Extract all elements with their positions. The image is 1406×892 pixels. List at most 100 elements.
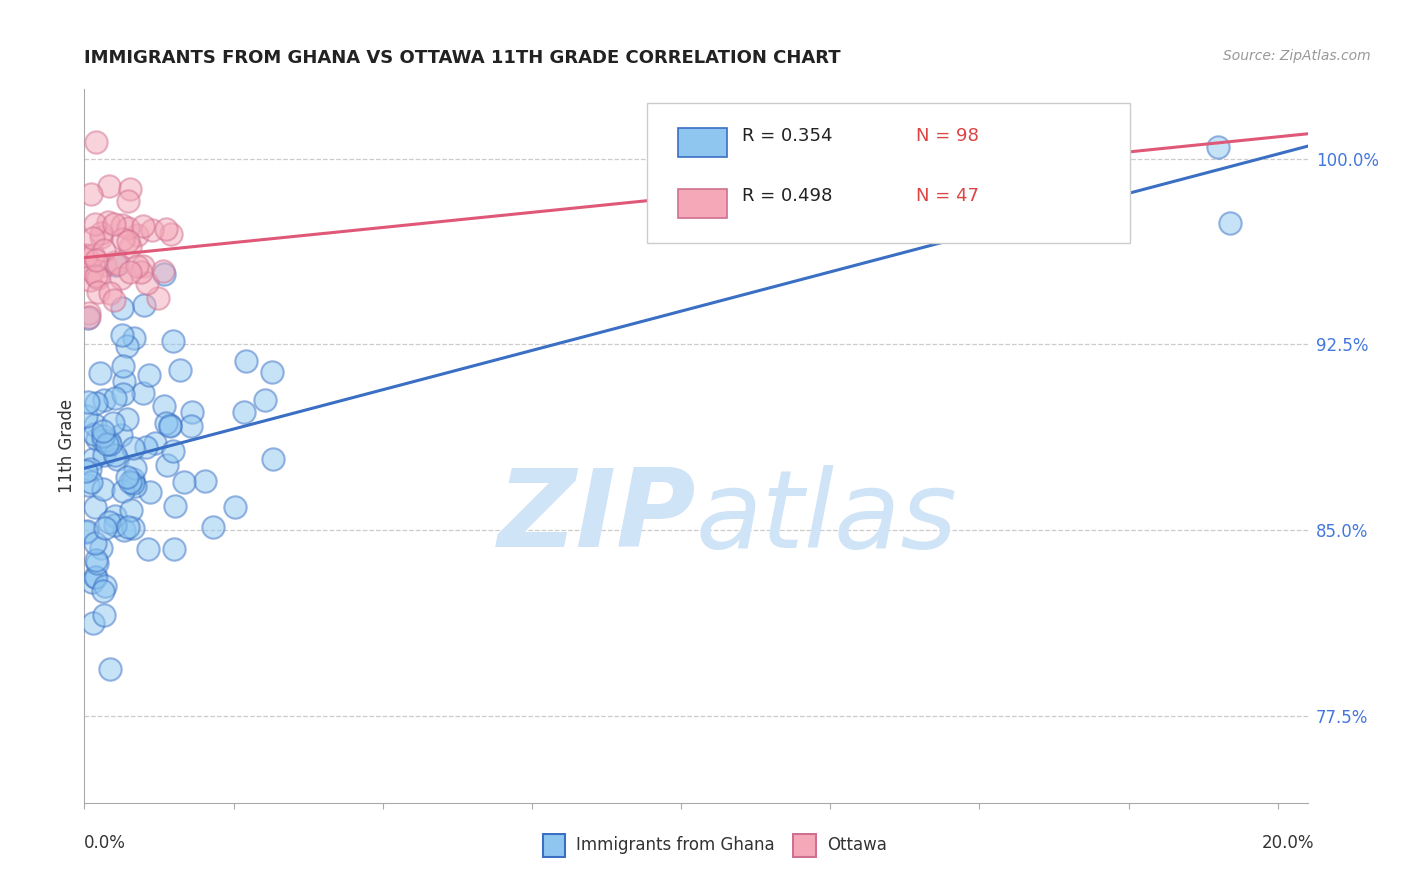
Point: [98, 662, 121, 676]
Point: [84, 252, 107, 267]
Text: Immigrants from Ghana: Immigrants from Ghana: [576, 836, 775, 854]
Point: [98, 285, 121, 300]
Point: [235, 353, 257, 368]
Point: [112, 386, 135, 401]
Point: [110, 427, 132, 442]
Point: [93, 579, 115, 593]
Point: [141, 223, 163, 237]
Text: ZIP: ZIP: [498, 465, 696, 570]
Point: [139, 485, 162, 500]
Point: [84, 268, 107, 283]
Point: [103, 416, 125, 430]
Point: [111, 219, 134, 233]
Point: [82, 451, 104, 466]
Text: N = 98: N = 98: [917, 127, 979, 145]
Point: [131, 386, 153, 401]
Point: [98, 179, 121, 194]
Point: [84, 535, 107, 549]
Point: [118, 182, 141, 196]
Point: [107, 257, 129, 271]
Point: [84, 135, 107, 149]
Point: [111, 301, 134, 315]
Point: [93, 393, 115, 408]
Point: [117, 194, 139, 208]
Point: [120, 265, 142, 279]
Point: [98, 436, 121, 450]
Point: [86, 270, 108, 285]
Point: [104, 258, 127, 272]
Point: [120, 475, 142, 489]
Point: [117, 221, 139, 235]
Point: [135, 440, 157, 454]
Point: [122, 331, 145, 345]
Point: [84, 396, 107, 410]
Point: [76, 478, 98, 492]
Point: [262, 451, 284, 466]
Point: [93, 424, 115, 438]
Point: [111, 328, 134, 343]
Point: [91, 433, 114, 447]
Point: [104, 254, 127, 268]
Point: [86, 556, 108, 570]
Point: [165, 500, 187, 514]
Point: [93, 521, 115, 535]
Point: [163, 542, 186, 557]
Point: [91, 483, 114, 497]
Point: [104, 448, 127, 462]
Point: [103, 217, 125, 231]
Point: [127, 228, 149, 243]
Point: [169, 363, 191, 377]
Point: [77, 310, 100, 325]
Point: [104, 508, 127, 523]
Point: [103, 293, 125, 307]
Point: [254, 393, 277, 408]
Point: [97, 214, 120, 228]
Point: [122, 521, 145, 535]
Point: [132, 219, 155, 233]
Text: 0.0%: 0.0%: [84, 834, 127, 852]
Text: Source: ZipAtlas.com: Source: ZipAtlas.com: [1223, 49, 1371, 63]
Point: [124, 479, 146, 493]
Point: [77, 310, 100, 325]
Point: [136, 277, 159, 291]
Point: [84, 569, 107, 583]
Point: [1219, 216, 1241, 230]
Point: [117, 412, 139, 426]
Point: [233, 405, 256, 419]
Point: [86, 570, 108, 584]
Point: [82, 248, 104, 262]
Point: [152, 264, 174, 278]
Point: [93, 429, 115, 443]
Point: [110, 270, 132, 285]
Point: [120, 239, 142, 253]
Point: [159, 227, 181, 241]
Point: [155, 417, 177, 431]
Point: [90, 229, 112, 244]
Text: 20.0%: 20.0%: [1263, 834, 1315, 852]
Point: [115, 469, 138, 483]
Point: [87, 285, 110, 299]
Point: [153, 267, 176, 281]
Point: [82, 616, 104, 631]
Point: [117, 234, 139, 248]
Text: R = 0.354: R = 0.354: [742, 127, 832, 145]
Point: [132, 298, 155, 312]
Point: [132, 259, 155, 273]
Point: [89, 367, 111, 381]
Point: [159, 418, 181, 433]
Point: [117, 520, 139, 534]
Point: [162, 334, 184, 349]
Point: [112, 484, 135, 499]
Point: [97, 515, 120, 529]
Point: [181, 404, 204, 418]
Point: [143, 435, 166, 450]
Point: [84, 417, 107, 432]
Point: [79, 462, 101, 476]
Point: [124, 461, 146, 475]
Point: [194, 475, 217, 489]
Point: [93, 243, 115, 257]
FancyBboxPatch shape: [678, 128, 727, 157]
FancyBboxPatch shape: [793, 834, 815, 857]
Point: [86, 552, 108, 566]
Point: [112, 374, 135, 388]
